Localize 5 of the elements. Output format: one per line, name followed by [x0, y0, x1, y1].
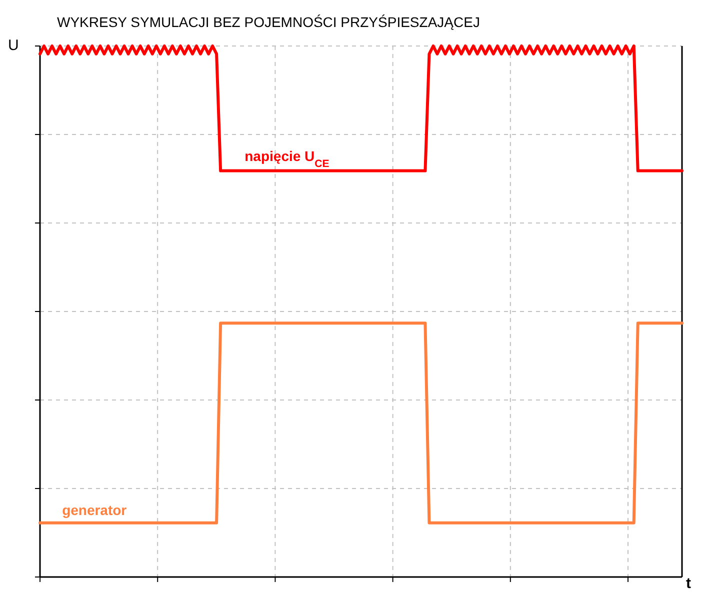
chart-title: WYKRESY SYMULACJI BEZ POJEMNOŚCI PRZYŚPIESZAJĄCEJ — [57, 14, 480, 30]
x-axis-title: t — [686, 575, 691, 592]
series-label: generator — [62, 502, 128, 518]
y-axis-title: U — [8, 37, 19, 54]
series-label: napięcie U$_{CE}$ — [244, 148, 330, 170]
